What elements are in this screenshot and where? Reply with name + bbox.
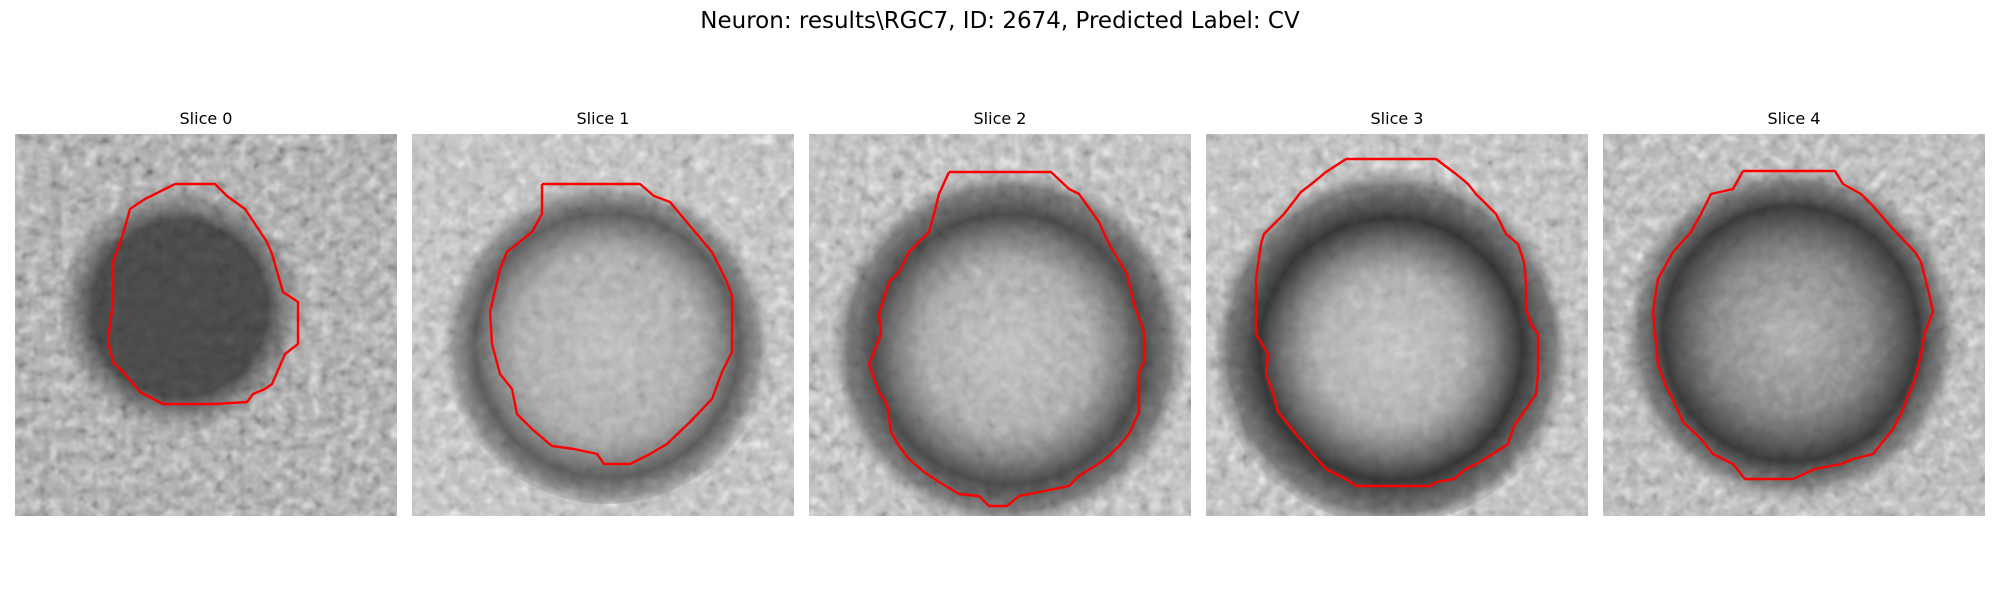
- slice-image-2: [809, 134, 1191, 516]
- cell-contour: [106, 182, 300, 406]
- slice-title-0: Slice 0: [179, 109, 233, 128]
- slice-image-3: [1206, 134, 1588, 516]
- cell-body: [829, 169, 1189, 516]
- slice-title-1: Slice 1: [576, 109, 630, 128]
- cell-body: [1621, 164, 1961, 504]
- figure-title: Neuron: results\RGC7, ID: 2674, Predicte…: [700, 8, 1300, 34]
- cell-contour: [867, 170, 1146, 508]
- slice-title-3: Slice 3: [1370, 109, 1424, 128]
- cell-contour: [488, 182, 734, 466]
- slice-title-4: Slice 4: [1767, 109, 1821, 128]
- slice-image-4: [1603, 134, 1985, 516]
- cell-contour: [1651, 169, 1935, 481]
- slice-image-1: [412, 134, 794, 516]
- slice-image-0: [15, 134, 397, 516]
- cell-contour: [1254, 157, 1540, 488]
- slice-title-2: Slice 2: [973, 109, 1027, 128]
- cell-body: [60, 184, 310, 434]
- cell-body: [1209, 160, 1573, 516]
